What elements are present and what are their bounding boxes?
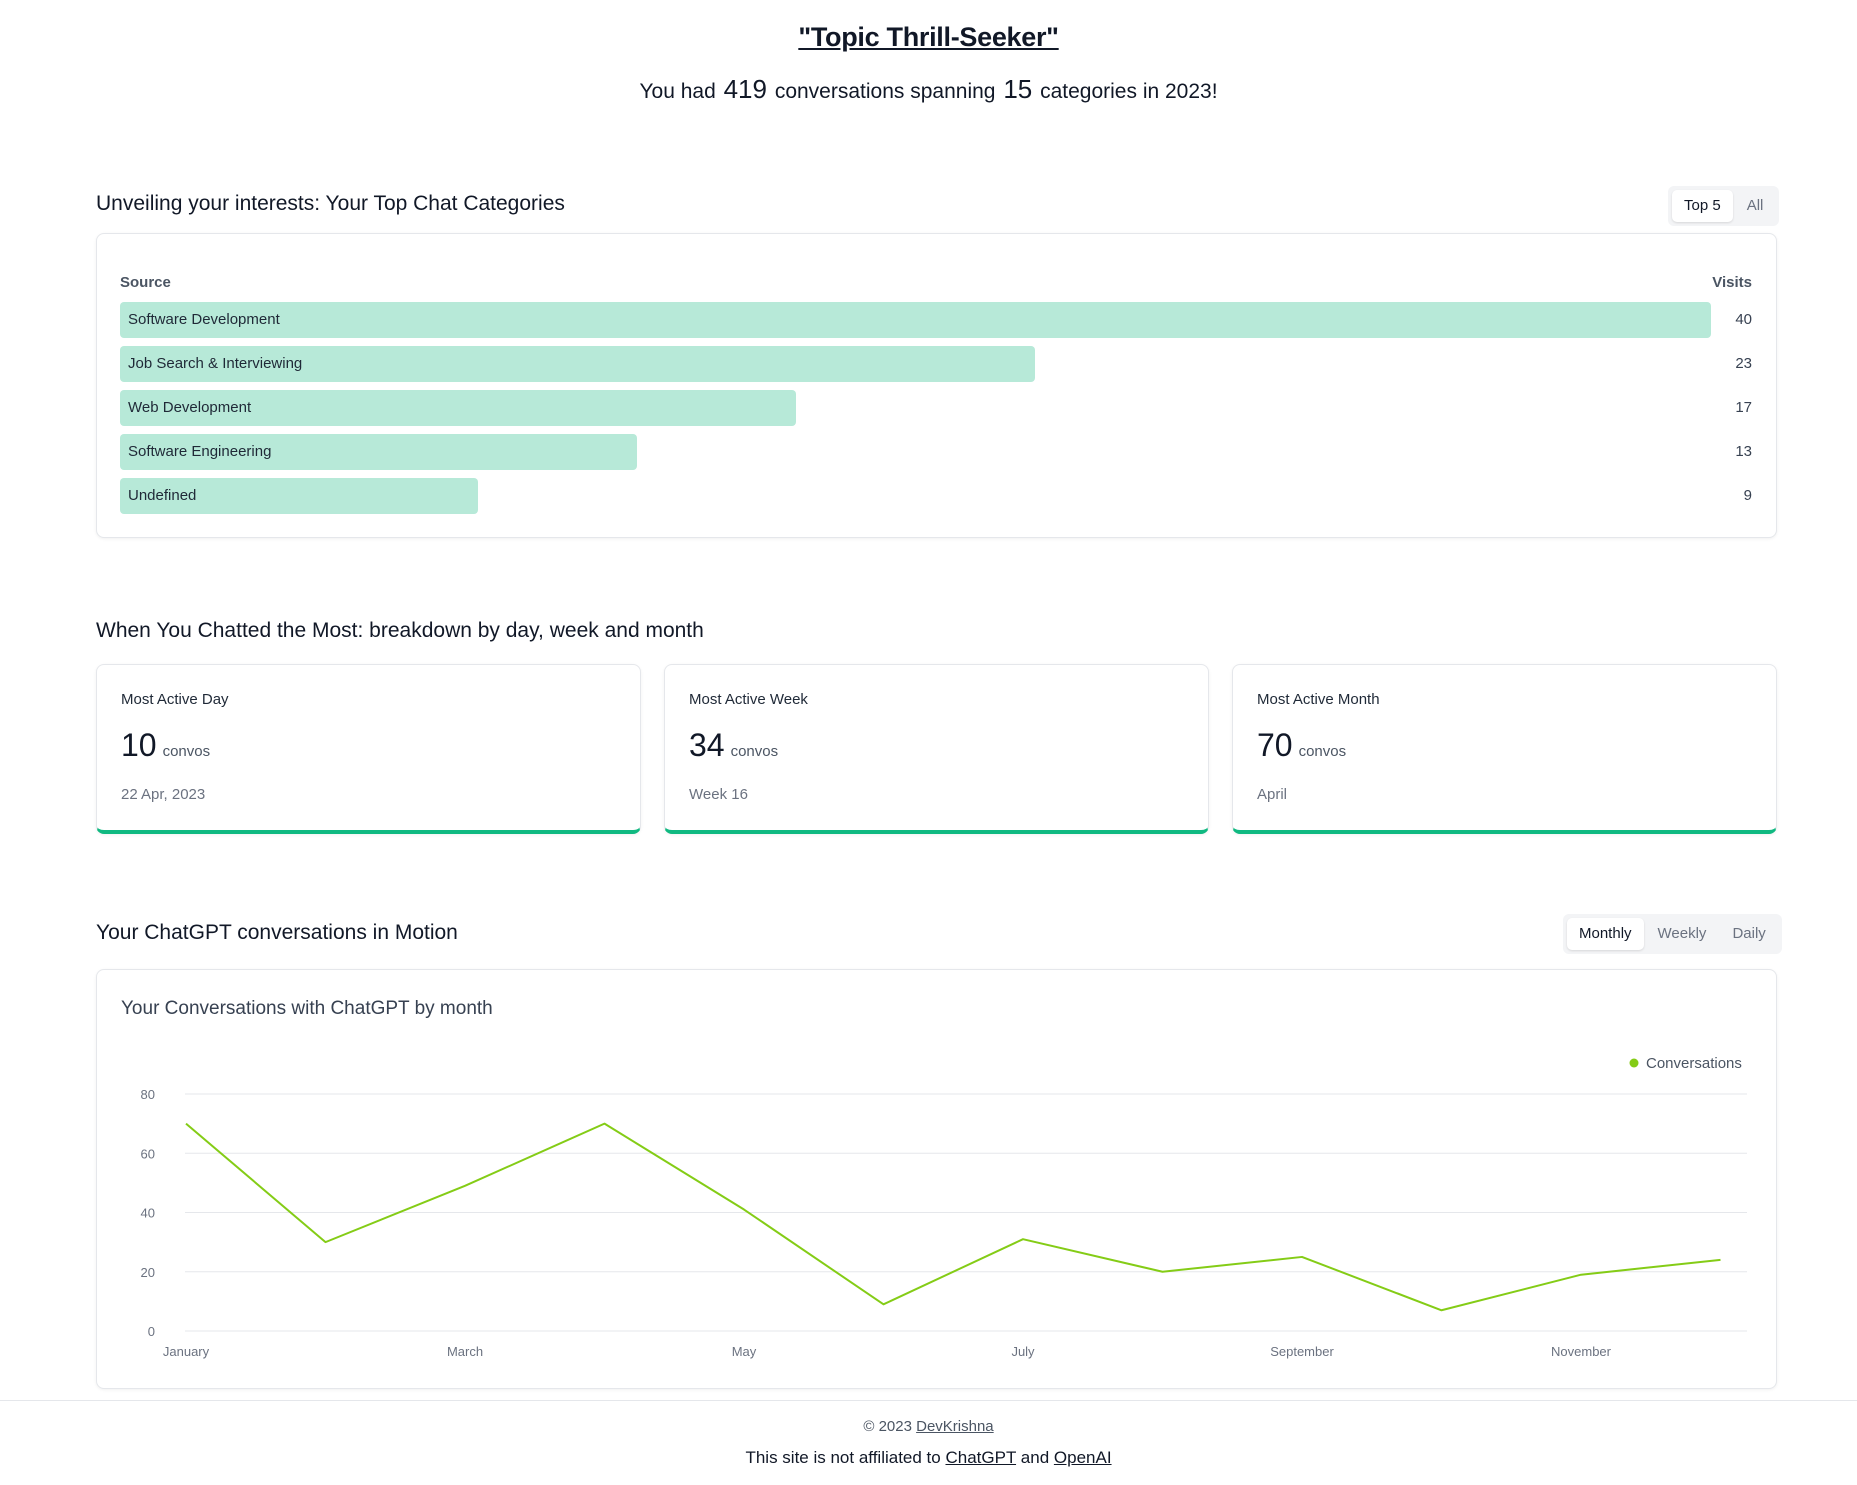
- summary-prefix: You had: [639, 80, 716, 103]
- category-visits: 17: [1735, 399, 1752, 416]
- x-tick-label: May: [732, 1344, 757, 1359]
- category-label: Software Engineering: [128, 443, 272, 460]
- category-label: Web Development: [128, 399, 252, 416]
- period-toggle: Monthly Weekly Daily: [1563, 914, 1782, 954]
- chatgpt-link[interactable]: ChatGPT: [945, 1448, 1017, 1467]
- line-chart: 0 20 40 60 80 January March May July September Nov…: [141, 1055, 1747, 1359]
- category-visits: 13: [1735, 443, 1752, 460]
- conversation-count: 419: [723, 74, 767, 104]
- x-tick-label: July: [1011, 1344, 1035, 1359]
- category-row: Software Engineering 13: [120, 434, 1752, 470]
- motion-section-title: Your ChatGPT conversations in Motion: [96, 921, 458, 944]
- category-row: Web Development 17: [120, 390, 1752, 426]
- stat-value: 10 convos: [121, 727, 211, 763]
- categories-card: Source Visits Software Development 40 Job …: [96, 233, 1777, 538]
- y-tick-label: 60: [141, 1146, 155, 1161]
- stat-label: Most Active Week: [689, 691, 808, 708]
- most-active-month-card: Most Active Month 70 convos April: [1232, 664, 1777, 834]
- y-tick-label: 80: [141, 1087, 155, 1102]
- legend-swatch: [1629, 1058, 1639, 1068]
- toggle-top5[interactable]: Top 5: [1672, 190, 1733, 222]
- category-visits: 23: [1735, 355, 1752, 372]
- category-bar: [120, 346, 1035, 382]
- toggle-weekly[interactable]: Weekly: [1657, 925, 1707, 942]
- footer-copyright: © 2023 DevKrishna: [863, 1418, 994, 1435]
- source-column-header: Source: [120, 274, 171, 291]
- summary-line: You had 419 conversations spanning 15 ca…: [0, 74, 1857, 105]
- stat-subtext: 22 Apr, 2023: [121, 786, 206, 803]
- x-tick-label: March: [447, 1344, 483, 1359]
- line-chart-card: Your Conversations with ChatGPT by month…: [96, 969, 1777, 1389]
- categories-section-title: Unveiling your interests: Your Top Chat …: [96, 192, 565, 215]
- y-tick-label: 0: [148, 1324, 155, 1339]
- category-bar: [120, 434, 637, 470]
- category-visits: 40: [1735, 311, 1752, 328]
- footer-disclaimer: This site is not affiliated to ChatGPT a…: [745, 1448, 1112, 1467]
- visits-column-header: Visits: [1712, 274, 1752, 291]
- stat-label: Most Active Month: [1257, 691, 1380, 708]
- stat-value: 70 convos: [1257, 727, 1347, 763]
- y-tick-label: 20: [141, 1265, 155, 1280]
- toggle-monthly[interactable]: Monthly: [1567, 918, 1644, 950]
- openai-link[interactable]: OpenAI: [1053, 1448, 1112, 1467]
- chart-title: Your Conversations with ChatGPT by month: [121, 998, 493, 1019]
- legend-label: Conversations: [1646, 1055, 1742, 1072]
- category-visits: 9: [1743, 487, 1752, 504]
- category-row: Job Search & Interviewing 23: [120, 346, 1752, 382]
- x-tick-label: September: [1270, 1344, 1334, 1359]
- x-tick-label: November: [1551, 1344, 1612, 1359]
- most-active-week-card: Most Active Week 34 convos Week 16: [664, 664, 1209, 834]
- toggle-daily[interactable]: Daily: [1732, 925, 1766, 942]
- page-title: "Topic Thrill-Seeker": [798, 22, 1059, 52]
- categories-toggle: Top 5 All: [1668, 186, 1780, 226]
- category-bar: [120, 478, 478, 514]
- most-active-day-card: Most Active Day 10 convos 22 Apr, 2023: [96, 664, 641, 834]
- category-label: Job Search & Interviewing: [128, 355, 303, 372]
- category-bar: [120, 302, 1711, 338]
- stat-unit: convos: [1298, 743, 1347, 760]
- category-row: Undefined 9: [120, 478, 1752, 514]
- category-row: Software Development 40: [120, 302, 1752, 338]
- activity-section-title: When You Chatted the Most: breakdown by …: [96, 619, 704, 642]
- summary-suffix: categories in 2023!: [1040, 80, 1218, 103]
- category-bar: [120, 390, 796, 426]
- stat-value: 34 convos: [689, 727, 779, 763]
- footer-divider: [0, 1400, 1857, 1401]
- series-line-conversations: [185, 1122, 1721, 1312]
- y-tick-label: 40: [141, 1206, 155, 1221]
- toggle-all[interactable]: All: [1746, 197, 1764, 214]
- summary-mid: conversations spanning: [774, 80, 996, 103]
- category-label: Undefined: [128, 487, 197, 504]
- stat-subtext: April: [1257, 786, 1288, 803]
- category-label: Software Development: [128, 311, 280, 328]
- category-count: 15: [1003, 74, 1033, 104]
- stat-unit: convos: [162, 743, 211, 760]
- stat-label: Most Active Day: [121, 691, 229, 708]
- author-link[interactable]: DevKrishna: [916, 1418, 994, 1435]
- stat-subtext: Week 16: [689, 786, 748, 803]
- stat-unit: convos: [730, 743, 779, 760]
- x-tick-label: January: [163, 1344, 210, 1359]
